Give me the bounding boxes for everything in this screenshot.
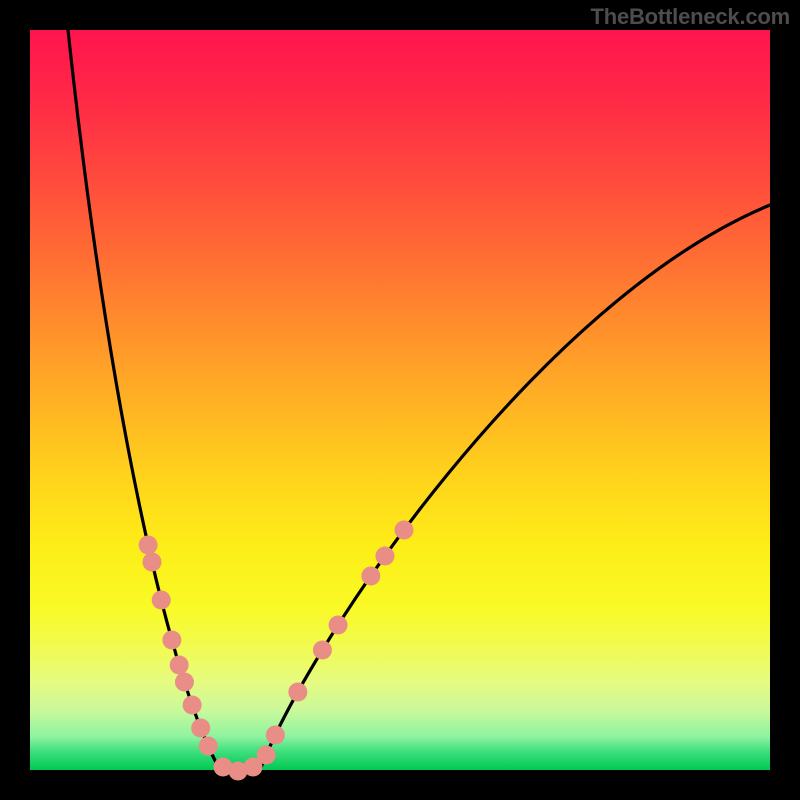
watermark-text: TheBottleneck.com xyxy=(590,4,790,30)
marker-right-6 xyxy=(266,726,285,745)
marker-right-3 xyxy=(329,616,348,635)
chart-container: TheBottleneck.com xyxy=(0,0,800,800)
marker-left-8 xyxy=(199,737,218,756)
marker-right-0 xyxy=(395,521,414,540)
marker-left-6 xyxy=(183,696,202,715)
bottleneck-chart xyxy=(0,0,800,800)
marker-right-4 xyxy=(313,641,332,660)
marker-left-5 xyxy=(175,673,194,692)
marker-left-0 xyxy=(139,536,158,555)
marker-right-1 xyxy=(375,547,394,566)
marker-trough-2 xyxy=(244,758,263,777)
marker-left-7 xyxy=(191,719,210,738)
marker-left-2 xyxy=(152,591,171,610)
marker-left-3 xyxy=(162,631,181,650)
marker-left-1 xyxy=(142,553,161,572)
marker-right-5 xyxy=(288,683,307,702)
plot-background xyxy=(30,30,770,770)
marker-right-2 xyxy=(361,567,380,586)
marker-left-4 xyxy=(170,656,189,675)
